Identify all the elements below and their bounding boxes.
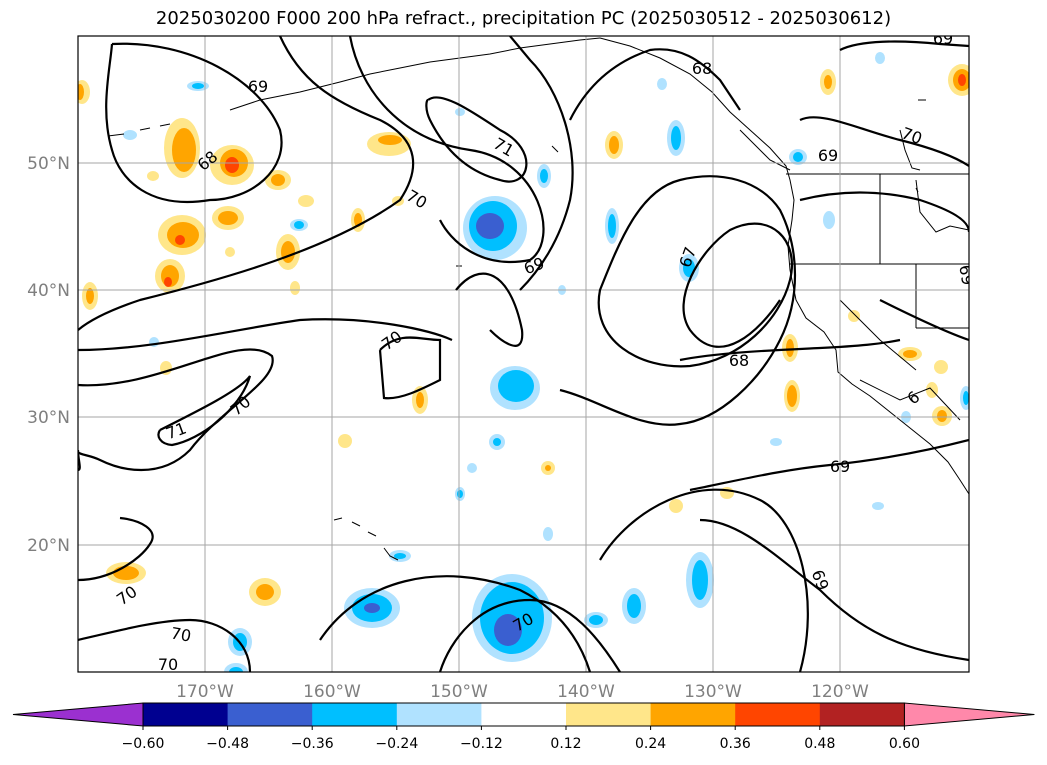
colorbar-tick-label: −0.60 [122,736,165,752]
colorbar-segment [312,703,398,726]
coastlines [107,37,969,561]
colorbar-tick-label: 0.60 [889,736,920,752]
contour-label: 68 [729,351,749,370]
colorbar-segment [735,703,821,726]
lon-label: 120°W [811,682,869,702]
contour-label: 68 [692,59,712,78]
contour-label: 69 [818,146,838,165]
map-content: 69 68 70 71 69 70 68 69 69 67 70 68 71 7… [78,29,977,674]
lon-label: 130°W [684,682,742,702]
graticule [78,36,969,672]
colorbar-tick-label: −0.24 [375,736,418,752]
plot-frame [77,35,970,673]
latitude-labels: 50°N 40°N 30°N 20°N [27,154,70,556]
lon-label: 160°W [303,682,361,702]
map-title: 2025030200 F000 200 hPa refract., precip… [155,8,892,29]
colorbar-segment [396,703,482,726]
colorbar-frame [142,702,905,727]
lon-label: 150°W [430,682,488,702]
lat-label: 50°N [27,154,70,174]
lon-label: 140°W [557,682,615,702]
colorbar-extend-high [903,702,1035,727]
colorbar-extend-low [12,702,144,727]
lat-label: 20°N [27,536,70,556]
refractivity-contours [78,36,969,672]
lat-label: 40°N [27,281,70,301]
longitude-labels: 170°W 160°W 150°W 140°W 130°W 120°W [176,682,869,702]
colorbar-tick-label: 0.12 [550,736,581,752]
colorbar-tick-label: 0.48 [804,736,835,752]
colorbar-segment [481,703,567,726]
colorbar-segment [819,703,905,726]
contour-label: 69 [933,29,953,48]
colorbar-tick-label: 0.36 [720,736,751,752]
lat-label: 30°N [27,408,70,428]
colorbar-segment [227,703,313,726]
colorbar-tick-label: −0.12 [460,736,503,752]
colorbar-tick-label: 0.24 [635,736,666,752]
contour-label: 70 [169,623,192,645]
precip-shading [78,52,969,672]
colorbar-tick-label: −0.48 [206,736,249,752]
colorbar: −0.60 −0.48 −0.36 −0.24 −0.12 0.12 0.24 0.36 0.4… [12,702,1035,752]
colorbar-segment [650,703,736,726]
colorbar-tick-label: −0.36 [291,736,334,752]
contour-label: 70 [158,655,178,674]
contour-label: 69 [830,457,850,476]
colorbar-segment [143,703,229,726]
contour-label: 69 [248,77,268,96]
colorbar-segment [566,703,652,726]
lon-label: 170°W [176,682,234,702]
contour-label: 69 [955,263,977,286]
